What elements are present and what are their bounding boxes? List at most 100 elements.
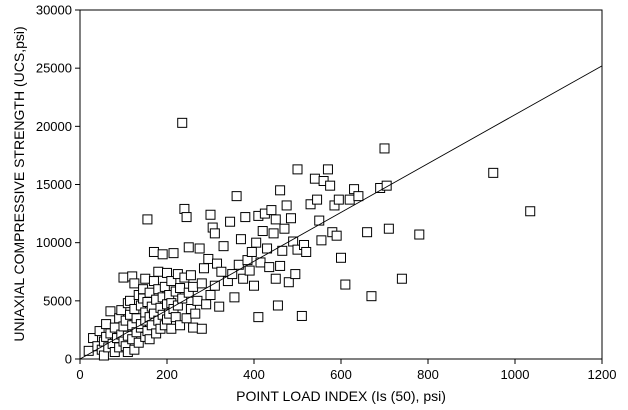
data-point <box>225 216 236 227</box>
data-point <box>166 276 177 287</box>
data-point <box>281 200 292 211</box>
data-point <box>201 299 212 310</box>
x-tick-label: 1000 <box>501 367 530 382</box>
data-point <box>314 215 325 226</box>
data-point <box>292 164 303 175</box>
data-point <box>105 306 116 317</box>
data-point <box>366 291 377 302</box>
data-point <box>240 212 251 223</box>
data-point <box>238 273 249 284</box>
data-point <box>183 242 194 253</box>
data-point <box>488 167 499 178</box>
data-point <box>268 228 279 239</box>
data-point <box>244 265 255 276</box>
data-points <box>83 117 536 361</box>
data-point <box>275 260 286 271</box>
data-point <box>227 269 238 280</box>
data-point <box>196 278 207 289</box>
data-point <box>383 223 394 234</box>
data-point <box>231 191 242 202</box>
data-point <box>277 245 288 256</box>
data-point <box>168 248 179 259</box>
data-point <box>194 243 205 254</box>
data-point <box>381 180 392 191</box>
data-point <box>253 312 264 323</box>
data-point <box>190 308 201 319</box>
data-point <box>148 246 159 257</box>
data-point <box>270 214 281 225</box>
data-point <box>251 237 262 248</box>
data-point <box>118 272 129 283</box>
data-point <box>257 226 268 237</box>
x-tick-label: 200 <box>156 367 178 382</box>
data-point <box>203 253 214 264</box>
y-tick-label: 5000 <box>43 293 72 308</box>
x-tick-label: 1200 <box>588 367 617 382</box>
data-point <box>209 228 220 239</box>
data-point <box>177 117 188 128</box>
x-tick-label: 600 <box>330 367 352 382</box>
data-point <box>270 273 281 284</box>
y-axis-title: UNIAXIAL COMPRESSIVE STRENGTH (UCS,psi) <box>11 26 27 341</box>
data-point <box>205 209 216 220</box>
data-point <box>312 194 323 205</box>
y-tick-label: 30000 <box>36 3 72 18</box>
data-point <box>525 206 536 217</box>
data-point <box>362 227 373 238</box>
data-point <box>279 223 290 234</box>
y-tick-label: 10000 <box>36 235 72 250</box>
data-point <box>296 310 307 321</box>
data-point <box>214 301 225 312</box>
data-point <box>333 194 344 205</box>
data-point <box>196 323 207 334</box>
data-point <box>275 185 286 196</box>
x-tick-labels: 0 200 400 600 800 1000 1200 <box>76 367 616 382</box>
data-point <box>322 164 333 175</box>
x-axis-title: POINT LOAD INDEX (Is (50), psi) <box>236 388 446 404</box>
data-point <box>181 313 192 324</box>
data-point <box>309 173 320 184</box>
data-point <box>157 249 168 260</box>
data-point <box>235 234 246 245</box>
data-point <box>325 180 336 191</box>
data-point <box>133 337 144 348</box>
data-point <box>396 273 407 284</box>
trend-line <box>79 65 603 360</box>
data-point <box>218 241 229 252</box>
data-point <box>216 266 227 277</box>
y-tick-label: 0 <box>65 352 72 367</box>
data-point <box>153 266 164 277</box>
x-tick-label: 0 <box>76 367 83 382</box>
data-point <box>379 143 390 154</box>
data-point <box>181 212 192 223</box>
data-point <box>353 191 364 202</box>
data-point <box>144 334 155 345</box>
data-point <box>266 205 277 216</box>
data-point <box>166 323 177 334</box>
data-point <box>94 326 105 337</box>
data-point <box>272 300 283 311</box>
data-point <box>283 277 294 288</box>
data-point <box>101 319 112 330</box>
data-point <box>185 270 196 281</box>
data-point <box>414 229 425 240</box>
axis-ticks <box>75 9 603 364</box>
data-point <box>301 246 312 257</box>
data-point <box>175 320 186 331</box>
y-tick-label: 25000 <box>36 61 72 76</box>
data-point <box>264 262 275 273</box>
data-point <box>344 194 355 205</box>
y-tick-labels: 0 5000 10000 15000 20000 25000 30000 <box>36 3 72 367</box>
data-point <box>142 214 153 225</box>
data-point <box>188 281 199 292</box>
data-point <box>331 230 342 241</box>
data-point <box>249 280 259 291</box>
data-point <box>229 292 240 303</box>
data-point <box>340 279 351 290</box>
data-point <box>188 322 199 333</box>
data-point <box>140 273 151 284</box>
data-point <box>262 243 273 254</box>
data-point <box>129 278 140 289</box>
data-point <box>246 246 257 257</box>
